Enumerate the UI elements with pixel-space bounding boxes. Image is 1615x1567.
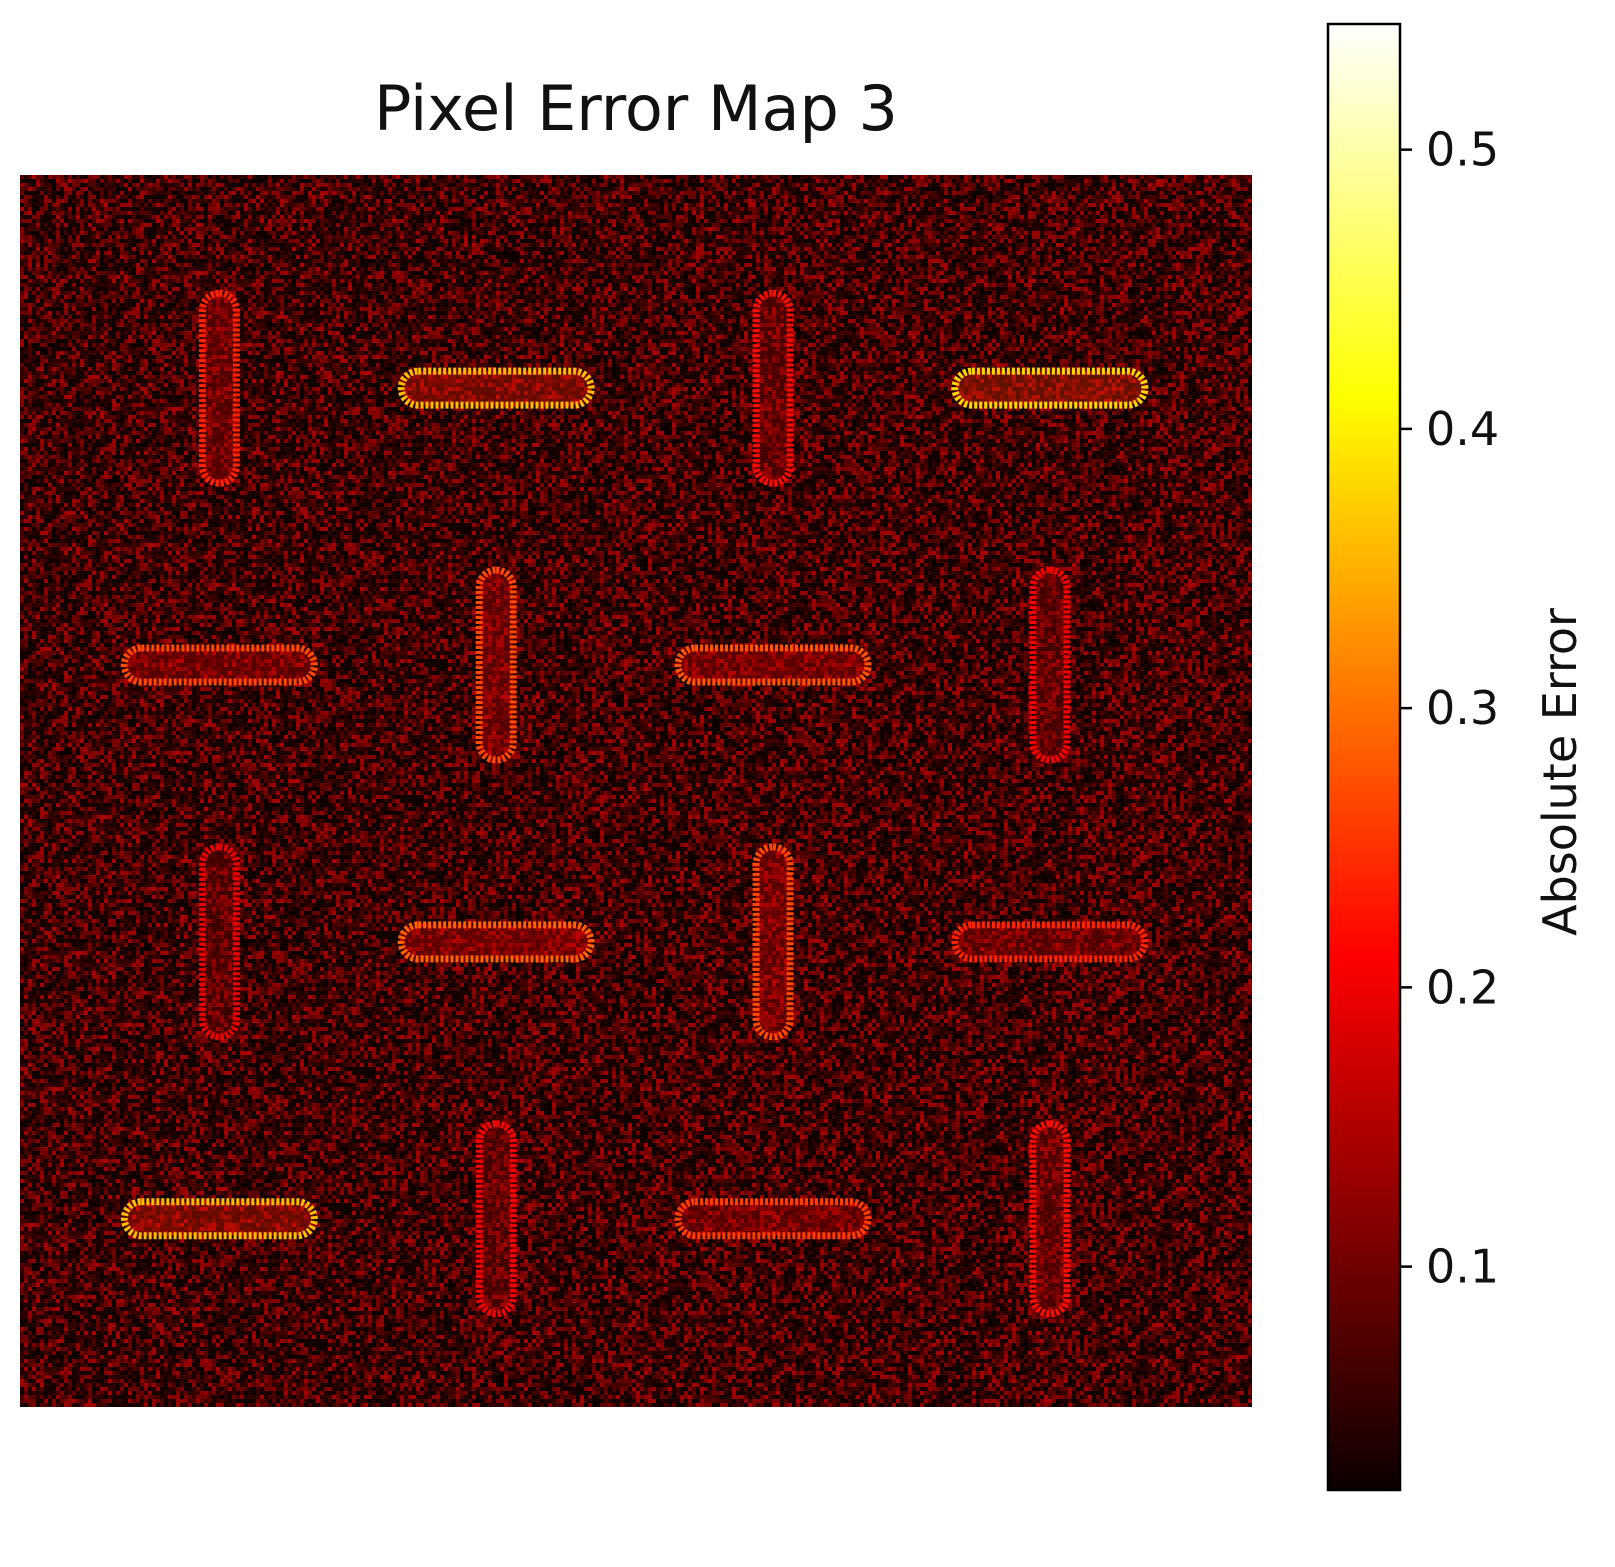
error-feature-vertical-r2c0 [198,843,240,1041]
colorbar-label: Absolute Error [1533,608,1587,936]
colorbar-tick-label: 0.5 [1426,123,1499,177]
error-feature-horizontal-r3c2 [674,1198,872,1240]
error-feature-horizontal-r3c0 [120,1198,318,1240]
error-feature-horizontal-r1c0 [120,644,318,686]
heatmap-plot-area [20,175,1252,1407]
error-feature-horizontal-r2c3 [951,921,1149,963]
colorbar-tick-label: 0.3 [1426,681,1499,735]
colorbar-tick-label: 0.2 [1426,960,1499,1014]
error-feature-vertical-r3c3 [1029,1120,1071,1318]
error-feature-vertical-r0c2 [752,289,794,487]
chart-title: Pixel Error Map 3 [374,72,898,145]
error-feature-vertical-r1c3 [1029,566,1071,764]
heatmap-image [20,175,1252,1407]
error-feature-horizontal-r1c2 [674,644,872,686]
heatmap-feature-layer [120,289,1149,1318]
error-feature-vertical-r0c0 [198,289,240,487]
colorbar-tick-label: 0.1 [1426,1240,1499,1294]
error-feature-vertical-r1c1 [475,566,517,764]
colorbar-gradient [1326,22,1402,1492]
error-feature-horizontal-r0c1 [397,367,595,409]
error-feature-horizontal-r0c3 [951,367,1149,409]
error-feature-vertical-r2c2 [752,843,794,1041]
error-feature-vertical-r3c1 [475,1120,517,1318]
colorbar-tick-label: 0.4 [1426,402,1499,456]
colorbar-ticks: 0.1 0.2 0.3 0.4 0.5 [1400,123,1499,1294]
error-feature-horizontal-r2c1 [397,921,595,963]
colorbar: 0.1 0.2 0.3 0.4 0.5 [1326,22,1499,1492]
